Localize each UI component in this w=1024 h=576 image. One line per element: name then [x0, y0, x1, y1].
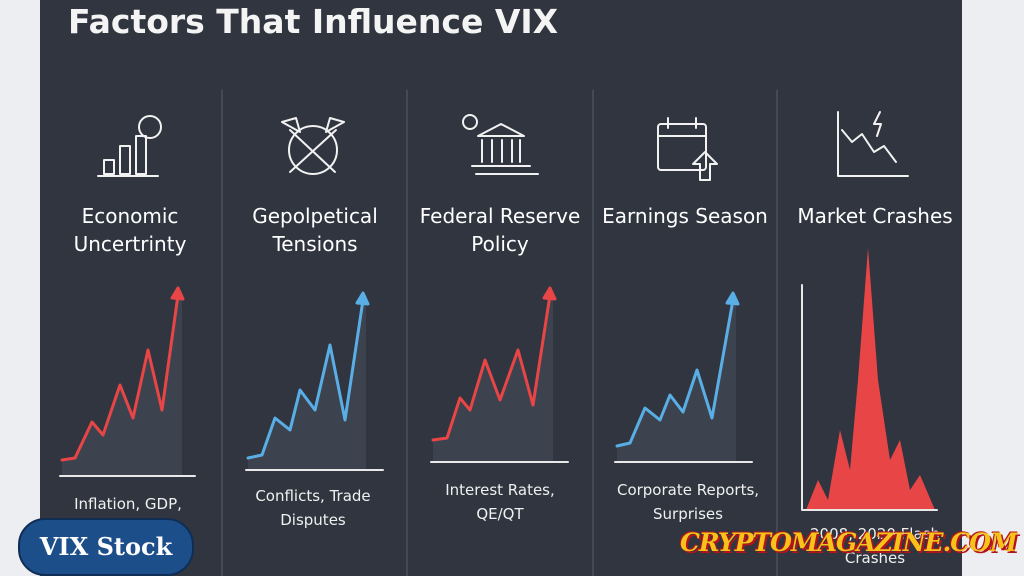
- badge: VIX Stock: [18, 518, 194, 576]
- panel-title: Gepolpetical Tensions: [252, 204, 378, 256]
- panel-caption: Interest Rates, QE/QT: [445, 481, 555, 523]
- panel-caption: 2008, 2020 Flash Crashes: [810, 525, 940, 567]
- panel-caption: Conflicts, Trade Disputes: [255, 487, 371, 529]
- panel-title: Economic Uncertrinty: [73, 204, 187, 256]
- title: Factors That Influence VIX: [68, 2, 559, 41]
- watermark: CRYPTOMAGAZINE.COM: [680, 528, 1018, 557]
- board: [40, 0, 962, 576]
- icons: [97, 111, 909, 181]
- panel-caption: Corporate Reports, Surprises: [616, 481, 760, 523]
- panel-title: Federal Reserve Policy: [419, 204, 581, 256]
- sparklines: [59, 248, 938, 511]
- panel-title: Market Crashes: [797, 204, 953, 228]
- dividers: [221, 89, 778, 576]
- panel-caption: Inflation, GDP,: [74, 495, 182, 513]
- panel-title: Earnings Season: [602, 204, 768, 228]
